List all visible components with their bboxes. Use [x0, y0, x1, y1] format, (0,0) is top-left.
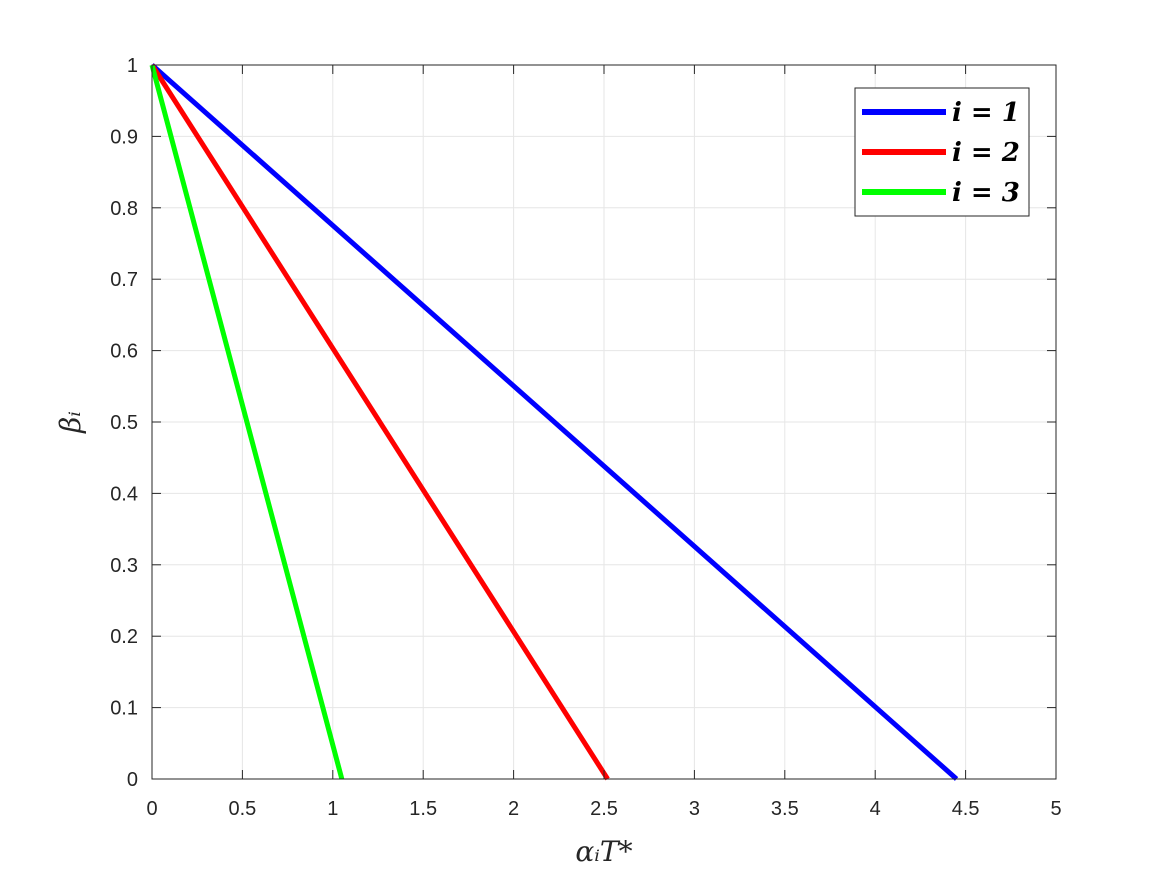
y-tick-label: 0.5 — [110, 412, 138, 434]
legend: i = 1 i = 2 i = 3 — [854, 87, 1030, 217]
series-layer — [149, 63, 959, 781]
x-tick-label: 4.5 — [952, 798, 980, 820]
series-line-2 — [149, 63, 610, 781]
x-tick-label: 3 — [689, 798, 700, 820]
x-tick-label: 3.5 — [771, 798, 799, 820]
x-tick-label: 2.5 — [590, 798, 618, 820]
x-tick-label: 0 — [146, 798, 157, 820]
y-tick-labels: 0 0.1 0.2 0.3 0.4 0.5 0.6 0.7 0.8 0.9 1 — [110, 55, 138, 791]
x-axis-label: αᵢT* — [575, 835, 632, 868]
y-axis-label: βᵢ — [54, 411, 87, 434]
axis-ticks — [151, 64, 1057, 780]
x-tick-label: 1 — [327, 798, 338, 820]
x-tick-label: 5 — [1050, 798, 1061, 820]
y-tick-label: 0.4 — [110, 483, 138, 505]
y-tick-label: 0.9 — [110, 126, 138, 148]
series-line-3 — [149, 64, 345, 780]
x-tick-label: 2 — [508, 798, 519, 820]
y-tick-label: 0.3 — [110, 555, 138, 577]
y-tick-label: 0.7 — [110, 269, 138, 291]
series-line-1 — [150, 63, 959, 781]
legend-label-1: i = 1 — [952, 98, 1020, 128]
x-tick-labels: 0 0.5 1 1.5 2 2.5 3 3.5 4 4.5 5 — [146, 798, 1061, 820]
y-tick-label: 0.6 — [110, 341, 138, 363]
x-tick-label: 0.5 — [228, 798, 256, 820]
y-tick-label: 0.1 — [110, 698, 138, 720]
y-tick-label: 0.2 — [110, 626, 138, 648]
x-tick-label: 4 — [870, 798, 881, 820]
x-tick-label: 1.5 — [409, 798, 437, 820]
y-tick-label: 0.8 — [110, 198, 138, 220]
legend-label-2: i = 2 — [952, 138, 1020, 168]
y-tick-label: 1 — [127, 55, 138, 77]
legend-label-3: i = 3 — [952, 178, 1020, 208]
y-tick-label: 0 — [127, 769, 138, 791]
